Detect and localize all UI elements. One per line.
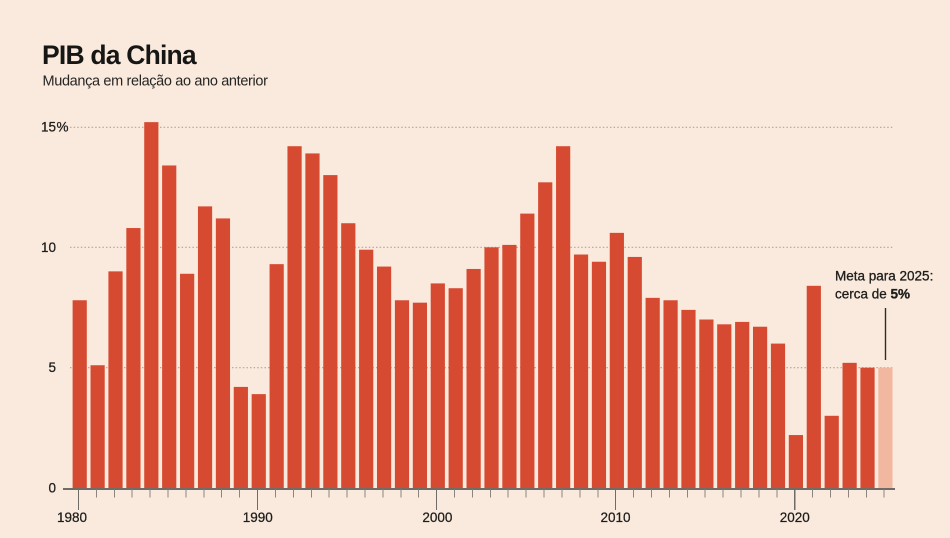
svg-text:1980: 1980 <box>57 510 87 525</box>
svg-text:PIB da China: PIB da China <box>42 40 197 70</box>
svg-text:Meta para 2025:: Meta para 2025: <box>835 269 933 284</box>
svg-text:%: % <box>57 119 69 134</box>
svg-text:2000: 2000 <box>422 510 452 525</box>
svg-text:cerca de 5%: cerca de 5% <box>835 287 910 302</box>
svg-text:0: 0 <box>48 481 56 496</box>
svg-text:2010: 2010 <box>600 510 630 525</box>
svg-text:10: 10 <box>41 240 56 255</box>
svg-text:Mudança em relação ao ano ante: Mudança em relação ao ano anterior <box>43 74 269 90</box>
svg-text:2020: 2020 <box>780 510 810 525</box>
svg-text:5: 5 <box>48 360 56 375</box>
svg-text:1990: 1990 <box>243 510 273 525</box>
svg-text:15: 15 <box>41 119 56 134</box>
